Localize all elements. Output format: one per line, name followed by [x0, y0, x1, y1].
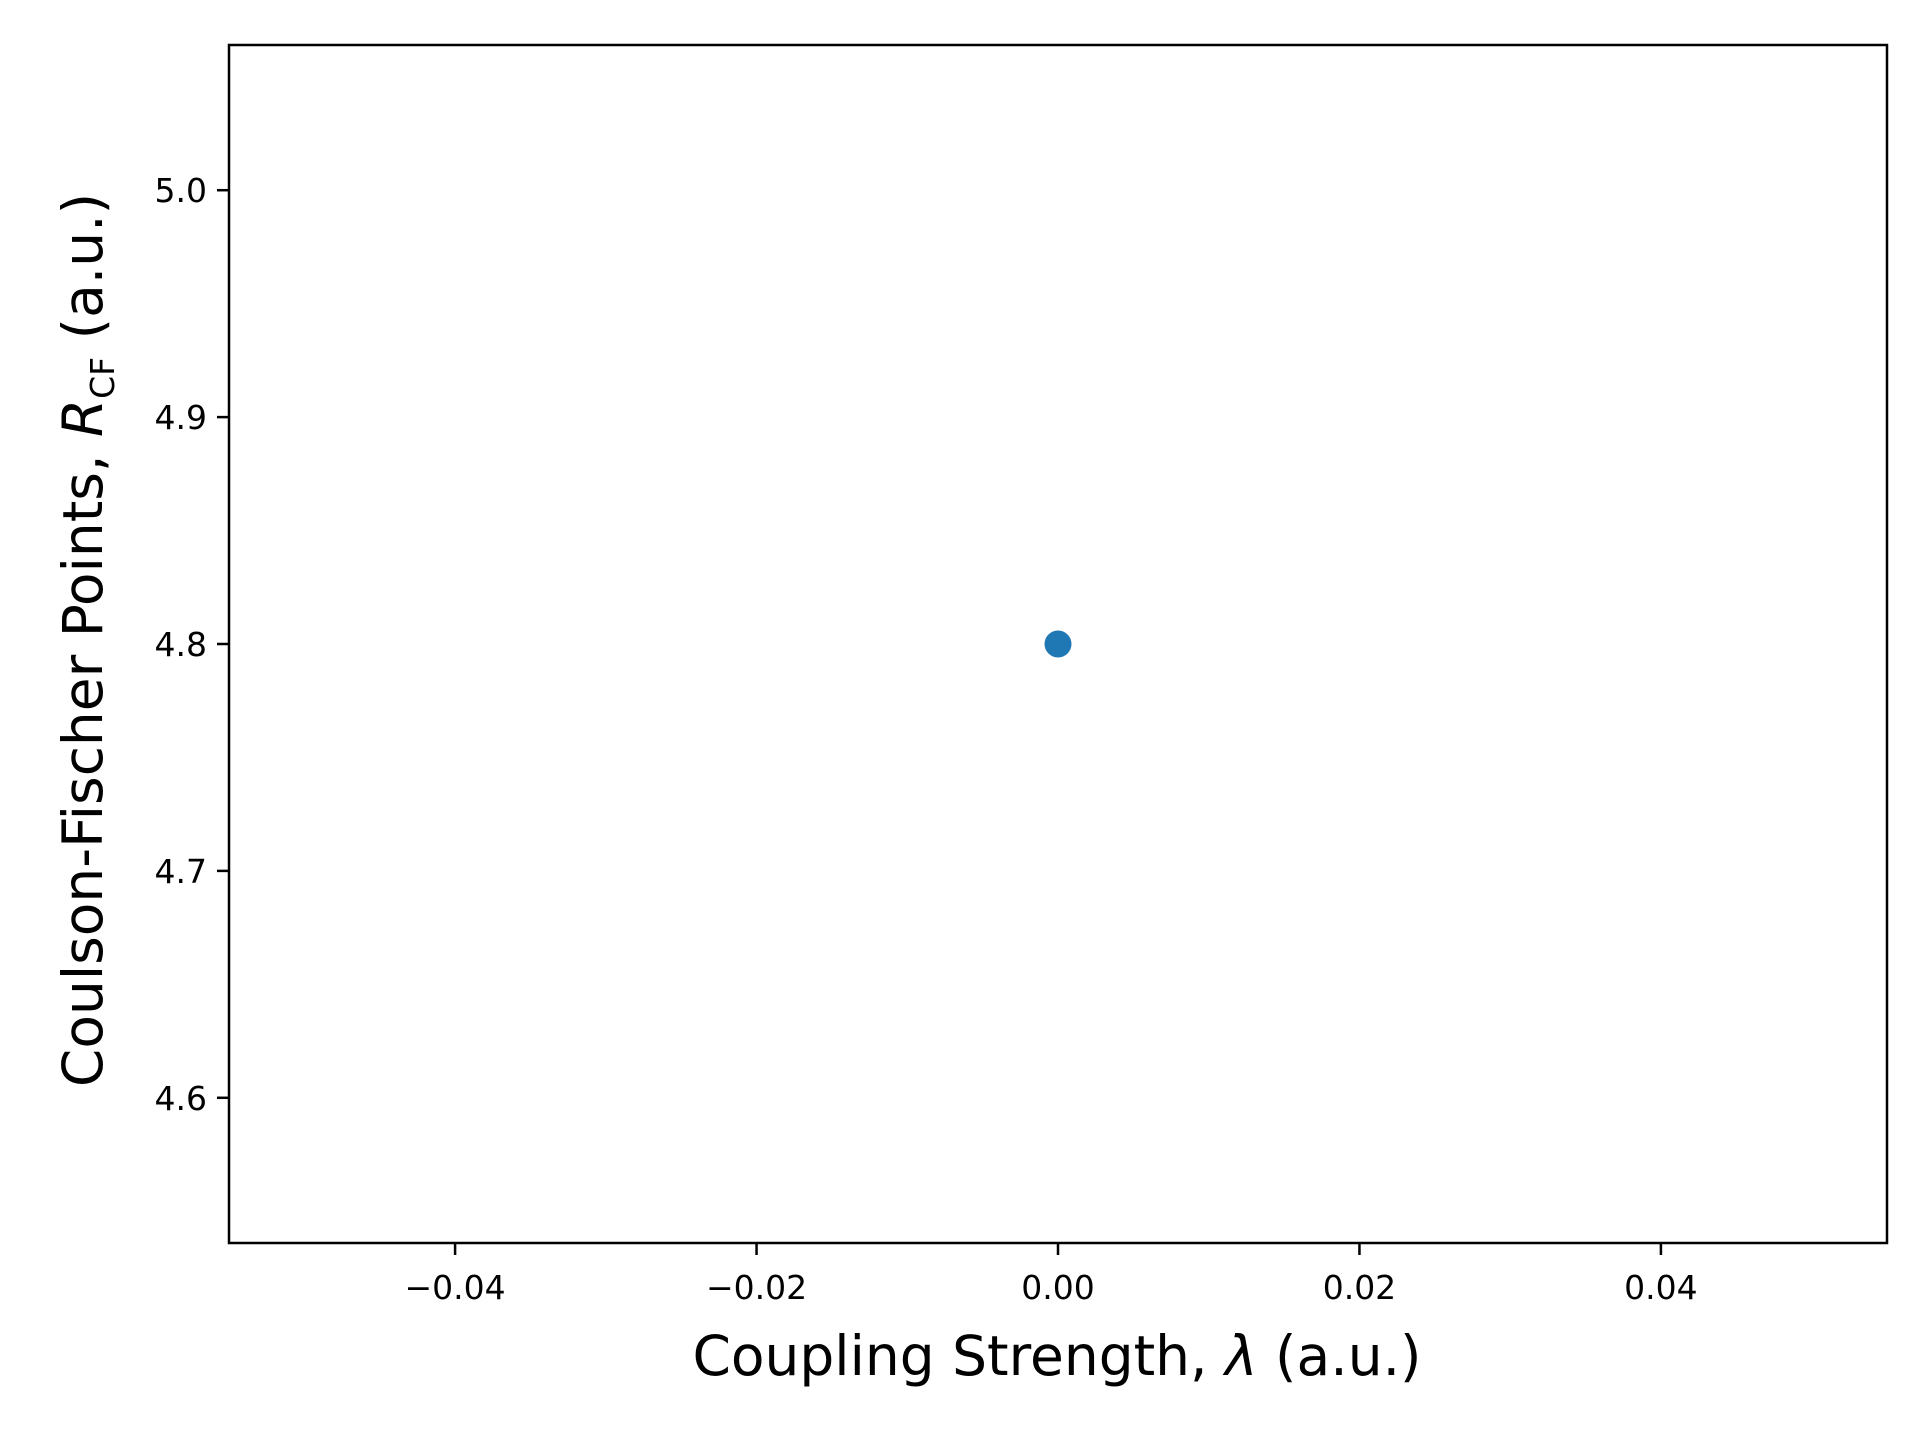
y-tick-label: 5.0 — [155, 171, 207, 210]
x-tick-label: 0.02 — [1323, 1268, 1396, 1307]
y-axis-label-symbol: R — [51, 399, 115, 437]
x-axis-label-symbol: λ — [1222, 1324, 1258, 1388]
x-tick-label: 0.04 — [1624, 1268, 1697, 1307]
y-tick-label: 4.7 — [155, 852, 207, 891]
x-tick-label: 0.00 — [1021, 1268, 1094, 1307]
y-tick-label: 4.9 — [155, 398, 207, 437]
x-tick-label: −0.04 — [405, 1268, 506, 1307]
x-axis-ticks: −0.04 −0.02 0.00 0.02 0.04 — [405, 1243, 1698, 1307]
x-axis-label: Coupling Strength, λ (a.u.) — [692, 1324, 1421, 1388]
data-marks — [1044, 630, 1072, 658]
y-axis-label-subscript: CF — [83, 357, 122, 399]
data-point — [1044, 630, 1072, 658]
y-axis-ticks: 4.6 4.7 4.8 4.9 5.0 — [155, 171, 229, 1118]
y-tick-label: 4.8 — [155, 625, 207, 664]
x-tick-label: −0.02 — [706, 1268, 807, 1307]
y-axis-label: Coulson-Fischer Points, RCF (a.u.) — [51, 193, 122, 1087]
y-tick-label: 4.6 — [155, 1079, 207, 1118]
